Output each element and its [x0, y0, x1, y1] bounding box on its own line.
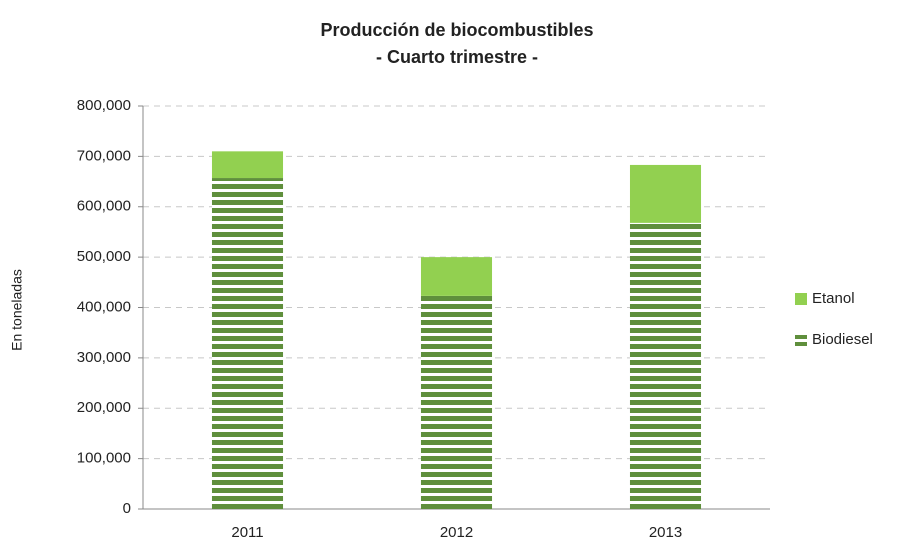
legend-swatch: [795, 293, 807, 305]
bar-segment: [420, 257, 493, 296]
chart-title: Producción de biocombustibles: [320, 20, 593, 40]
bar-segment: [629, 222, 702, 509]
y-tick-label: 400,000: [77, 298, 131, 315]
y-tick-label: 0: [123, 500, 131, 517]
x-tick-label: 2013: [649, 524, 682, 541]
legend-swatch: [795, 335, 807, 339]
bar-segment: [420, 295, 493, 509]
bar-segment: [629, 164, 702, 223]
legend-label: Etanol: [812, 290, 855, 307]
y-tick-label: 700,000: [77, 147, 131, 164]
chart-subtitle: - Cuarto trimestre -: [376, 47, 538, 67]
y-tick-label: 300,000: [77, 349, 131, 366]
bar-segment: [211, 178, 284, 509]
x-tick-label: 2011: [231, 524, 263, 541]
y-tick-label: 100,000: [77, 450, 131, 467]
legend-swatch: [795, 342, 807, 346]
legend-label: Biodiesel: [812, 331, 873, 348]
y-axis-label: En toneladas: [9, 269, 25, 351]
y-tick-label: 500,000: [77, 248, 131, 265]
x-tick-label: 2012: [440, 524, 473, 541]
y-tick-label: 800,000: [77, 97, 131, 114]
y-tick-label: 200,000: [77, 399, 131, 416]
bar-segment: [211, 151, 284, 179]
y-tick-label: 600,000: [77, 198, 131, 215]
